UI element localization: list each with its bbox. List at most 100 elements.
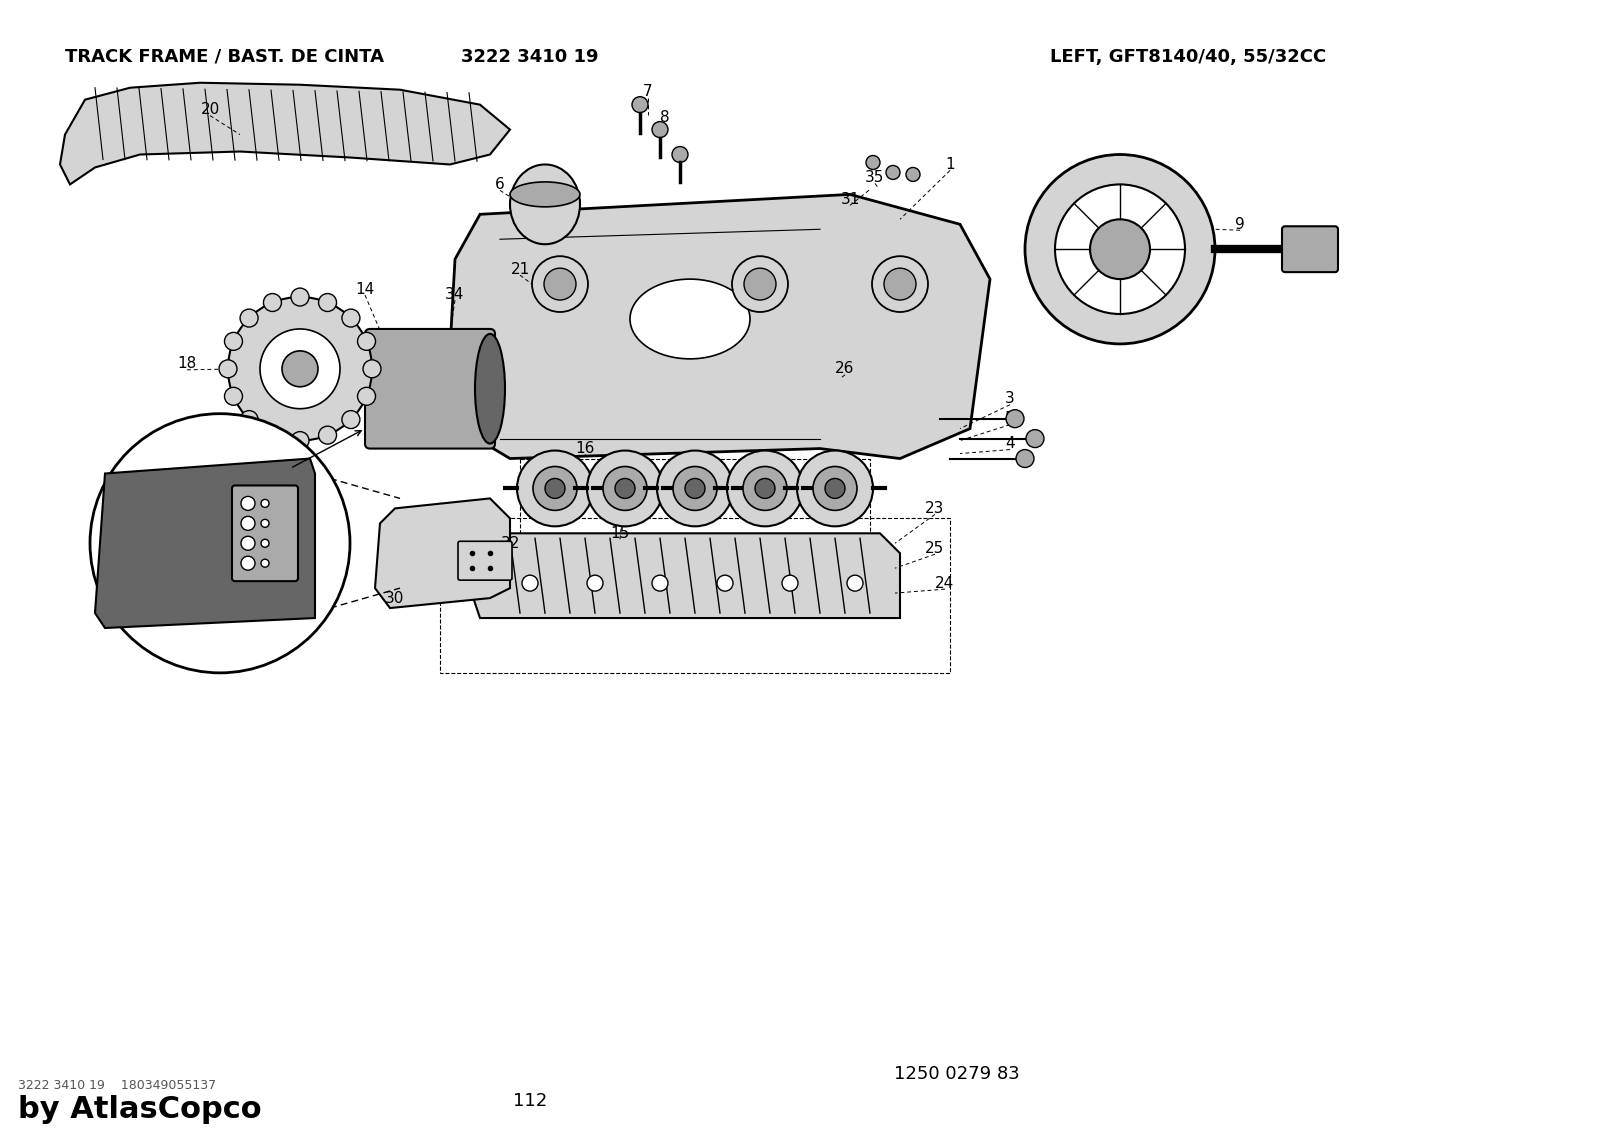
Text: 32: 32	[501, 536, 520, 551]
Circle shape	[653, 576, 669, 592]
Circle shape	[544, 268, 576, 300]
Text: LEFT, GFT8140/40, 55/32CC: LEFT, GFT8140/40, 55/32CC	[1050, 48, 1326, 66]
Ellipse shape	[475, 334, 506, 443]
Circle shape	[744, 268, 776, 300]
Polygon shape	[470, 534, 899, 618]
Circle shape	[261, 500, 269, 508]
Circle shape	[242, 517, 254, 530]
Circle shape	[866, 155, 880, 170]
Circle shape	[872, 257, 928, 312]
FancyBboxPatch shape	[232, 485, 298, 581]
Text: 6: 6	[494, 176, 506, 192]
Text: 4: 4	[1005, 437, 1014, 451]
Text: 3222 3410 19: 3222 3410 19	[461, 48, 598, 66]
Circle shape	[229, 297, 371, 441]
Text: 34: 34	[445, 286, 464, 302]
Circle shape	[813, 466, 858, 510]
Circle shape	[261, 519, 269, 527]
Circle shape	[242, 536, 254, 551]
Circle shape	[1026, 155, 1214, 344]
Text: 1250 0279 83: 1250 0279 83	[894, 1064, 1021, 1082]
Circle shape	[1054, 184, 1186, 314]
Circle shape	[318, 426, 336, 444]
Circle shape	[522, 576, 538, 592]
Text: 36: 36	[224, 566, 243, 580]
Bar	[440, 518, 950, 673]
Circle shape	[363, 360, 381, 378]
Circle shape	[282, 351, 318, 387]
Circle shape	[674, 466, 717, 510]
Circle shape	[90, 414, 350, 673]
Circle shape	[357, 387, 376, 405]
Text: 28: 28	[466, 551, 485, 566]
Text: 21: 21	[510, 261, 530, 277]
Text: 30: 30	[386, 590, 405, 605]
Circle shape	[291, 288, 309, 307]
Text: 18: 18	[178, 356, 197, 371]
Text: 1: 1	[946, 157, 955, 172]
Circle shape	[685, 478, 706, 499]
Circle shape	[1090, 219, 1150, 279]
Circle shape	[531, 257, 589, 312]
Text: 5: 5	[1005, 412, 1014, 426]
Polygon shape	[61, 83, 510, 184]
Circle shape	[219, 360, 237, 378]
Text: 37: 37	[190, 481, 210, 497]
Circle shape	[906, 167, 920, 181]
Circle shape	[264, 426, 282, 444]
Text: 14: 14	[355, 282, 374, 296]
Polygon shape	[450, 195, 990, 458]
Ellipse shape	[510, 182, 579, 207]
Circle shape	[733, 257, 787, 312]
Circle shape	[587, 576, 603, 592]
Circle shape	[672, 147, 688, 163]
Circle shape	[342, 309, 360, 327]
Circle shape	[826, 478, 845, 499]
Text: 112: 112	[514, 1091, 547, 1110]
Text: 3: 3	[1005, 391, 1014, 406]
Circle shape	[632, 96, 648, 113]
Text: 17: 17	[245, 406, 264, 421]
Circle shape	[1016, 449, 1034, 467]
Text: 38: 38	[240, 459, 259, 474]
Text: 7: 7	[643, 84, 653, 100]
Text: 15: 15	[610, 526, 630, 541]
Circle shape	[658, 450, 733, 526]
Circle shape	[261, 559, 269, 567]
Circle shape	[264, 294, 282, 311]
Text: 8: 8	[661, 110, 670, 126]
Text: 35: 35	[866, 170, 885, 185]
Circle shape	[259, 329, 339, 408]
Circle shape	[291, 432, 309, 449]
Circle shape	[1006, 409, 1024, 428]
Circle shape	[717, 576, 733, 592]
Circle shape	[742, 466, 787, 510]
Circle shape	[517, 450, 594, 526]
Circle shape	[755, 478, 774, 499]
Circle shape	[587, 450, 662, 526]
Circle shape	[886, 165, 899, 180]
Circle shape	[782, 576, 798, 592]
Circle shape	[224, 387, 243, 405]
Text: 19: 19	[230, 391, 250, 406]
FancyBboxPatch shape	[1282, 226, 1338, 273]
Text: 31: 31	[840, 192, 859, 207]
Circle shape	[342, 411, 360, 429]
Circle shape	[318, 294, 336, 311]
Text: 22: 22	[525, 187, 544, 201]
Text: 9: 9	[1235, 217, 1245, 232]
Circle shape	[240, 411, 258, 429]
Polygon shape	[94, 458, 315, 628]
Text: 25: 25	[925, 541, 944, 555]
Circle shape	[546, 478, 565, 499]
Circle shape	[653, 122, 669, 138]
Circle shape	[240, 309, 258, 327]
Circle shape	[603, 466, 646, 510]
Circle shape	[883, 268, 915, 300]
Circle shape	[614, 478, 635, 499]
Text: by AtlasCopco: by AtlasCopco	[18, 1095, 262, 1123]
Circle shape	[1026, 430, 1043, 448]
Circle shape	[242, 556, 254, 570]
Circle shape	[261, 539, 269, 547]
Circle shape	[797, 450, 874, 526]
